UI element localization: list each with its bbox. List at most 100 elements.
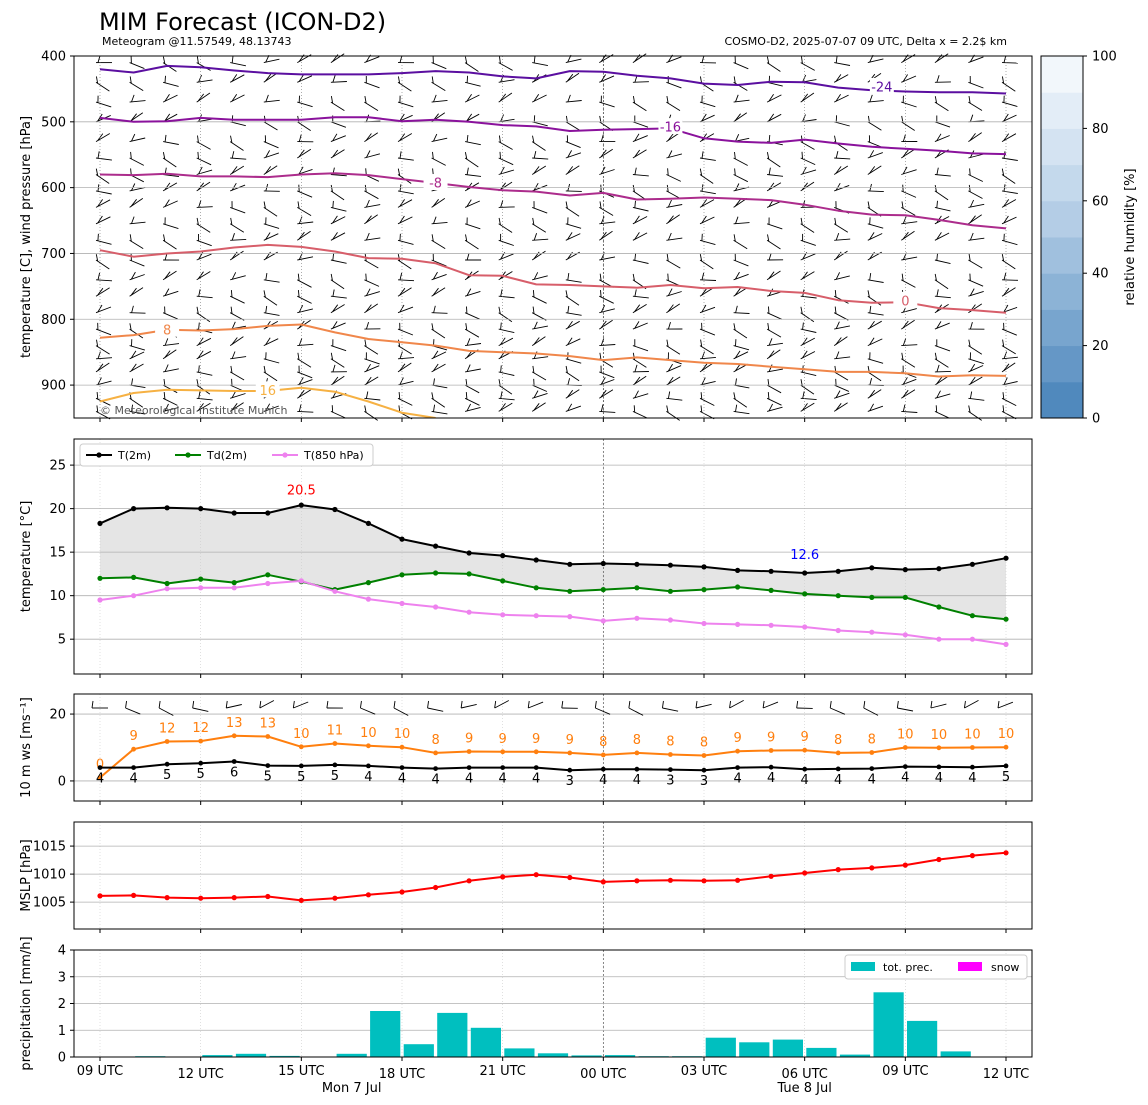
wind-barb-flag <box>427 700 430 709</box>
wind-barb-flag <box>533 337 540 345</box>
x-tick-label: 12 UTC <box>177 1067 223 1082</box>
wind-barb-flag <box>1002 405 1005 413</box>
wind-barb-flag <box>834 135 837 143</box>
wind-barb-flag <box>397 168 401 176</box>
wind-barb <box>867 358 884 364</box>
wind-barb <box>632 393 649 399</box>
wind-barb <box>129 239 144 249</box>
data-point <box>902 745 908 750</box>
wind-barb-flag <box>701 351 705 359</box>
wind-barb <box>129 328 144 339</box>
wind-barb <box>968 259 983 269</box>
wind-barb <box>766 384 782 394</box>
data-point <box>768 748 774 753</box>
wind-barb-flag <box>801 182 808 191</box>
data-label: 4 <box>767 771 775 786</box>
wind-barb <box>599 101 615 108</box>
isotherm-label: -8 <box>429 177 442 192</box>
colorbar-tick-label: 100 <box>1092 50 1117 65</box>
data-point <box>332 506 338 513</box>
wind-barb-flag <box>600 338 605 346</box>
wind-barb-flag <box>131 350 137 359</box>
wind-barb-flag <box>802 403 808 411</box>
wind-barb-flag <box>567 150 572 158</box>
wind-barb <box>930 703 947 709</box>
series-line <box>99 734 1007 779</box>
wind-barb <box>330 259 347 264</box>
wind-barb <box>733 259 749 267</box>
series-group <box>97 850 1009 904</box>
data-label: 10 <box>394 727 411 742</box>
wind-barb <box>393 707 409 716</box>
data-label: 8 <box>633 733 641 748</box>
y-axis-label: MSLP [hPa] <box>19 839 34 911</box>
panel-frame <box>73 693 1033 802</box>
wind-barb-flag <box>565 365 568 374</box>
humidity-colorbar: 0 20 40 60 80 100 relative humidity [%] <box>1040 50 1138 427</box>
wind-barb <box>95 380 112 386</box>
isotherm-line <box>99 64 1007 95</box>
wind-barb <box>599 169 615 175</box>
wind-barb-flag <box>125 700 128 709</box>
wind-barb-flag <box>399 215 405 224</box>
wind-barb-flag <box>661 700 664 709</box>
wind-barb <box>565 223 582 229</box>
wind-barb-flag <box>834 290 837 298</box>
wind-barb <box>968 174 983 182</box>
wind-barb <box>498 62 513 71</box>
wind-barb-flag <box>231 182 237 191</box>
wind-barb-flag <box>599 201 602 209</box>
wind-barb-flag <box>365 391 369 399</box>
legend: T(2m) Td(2m) T(850 hPa) <box>79 443 374 467</box>
wind-barb-flag <box>768 93 774 102</box>
isotherm-line <box>99 323 1007 378</box>
wind-barb-flag <box>466 93 472 102</box>
wind-barb-flag <box>567 232 573 240</box>
data-point <box>198 506 204 512</box>
wind-barb-flag <box>298 216 303 224</box>
wind-barb <box>532 238 549 241</box>
wind-barb <box>397 328 414 336</box>
y-tick-label: 0 <box>58 1051 66 1066</box>
wind-barb <box>1001 381 1018 386</box>
wind-barb <box>95 239 112 245</box>
panel-frame <box>73 55 1033 419</box>
colorbar-segment <box>1041 92 1083 129</box>
wind-barb-flag <box>700 392 703 400</box>
wind-barb-flag <box>533 233 538 241</box>
location-subtitle: Meteogram @11.57549, 48.13743 <box>102 35 292 48</box>
wind-barb <box>297 358 312 368</box>
wind-barb-flag <box>666 405 669 413</box>
wind-barb <box>162 223 179 230</box>
x-tick-label: 18 UTC <box>379 1067 425 1082</box>
wind-barb-flag <box>969 376 976 385</box>
data-label: 9 <box>767 731 775 746</box>
wind-barb <box>699 380 716 386</box>
wind-barb-flag <box>366 288 371 296</box>
wind-barb-flag <box>869 166 876 174</box>
wind-barb <box>997 701 1014 709</box>
wind-barb <box>364 101 379 111</box>
wind-barb-flag <box>867 290 870 298</box>
data-point <box>768 764 774 770</box>
data-point <box>265 763 271 768</box>
wind-barb-flag <box>735 216 739 224</box>
wind-barb <box>1001 259 1016 270</box>
data-label: 13 <box>226 716 243 731</box>
wind-barb-flag <box>633 405 636 413</box>
wind-barb <box>968 190 983 199</box>
wind-barb-flag <box>297 352 300 360</box>
wind-barb-flag <box>97 199 103 207</box>
wind-barb-flag <box>332 304 339 312</box>
wind-barb-flag <box>600 231 607 240</box>
wind-barb <box>330 174 347 177</box>
series-group <box>97 502 1009 576</box>
data-point <box>768 568 774 574</box>
y-tick-label: 20 <box>49 502 66 517</box>
wind-barb-flag <box>567 337 573 346</box>
wind-barb-flag <box>796 700 799 709</box>
wind-barb-flag <box>1001 168 1005 176</box>
wind-barb-flag <box>466 403 472 412</box>
wind-barb <box>766 239 781 250</box>
wind-barb-flag <box>91 700 94 709</box>
